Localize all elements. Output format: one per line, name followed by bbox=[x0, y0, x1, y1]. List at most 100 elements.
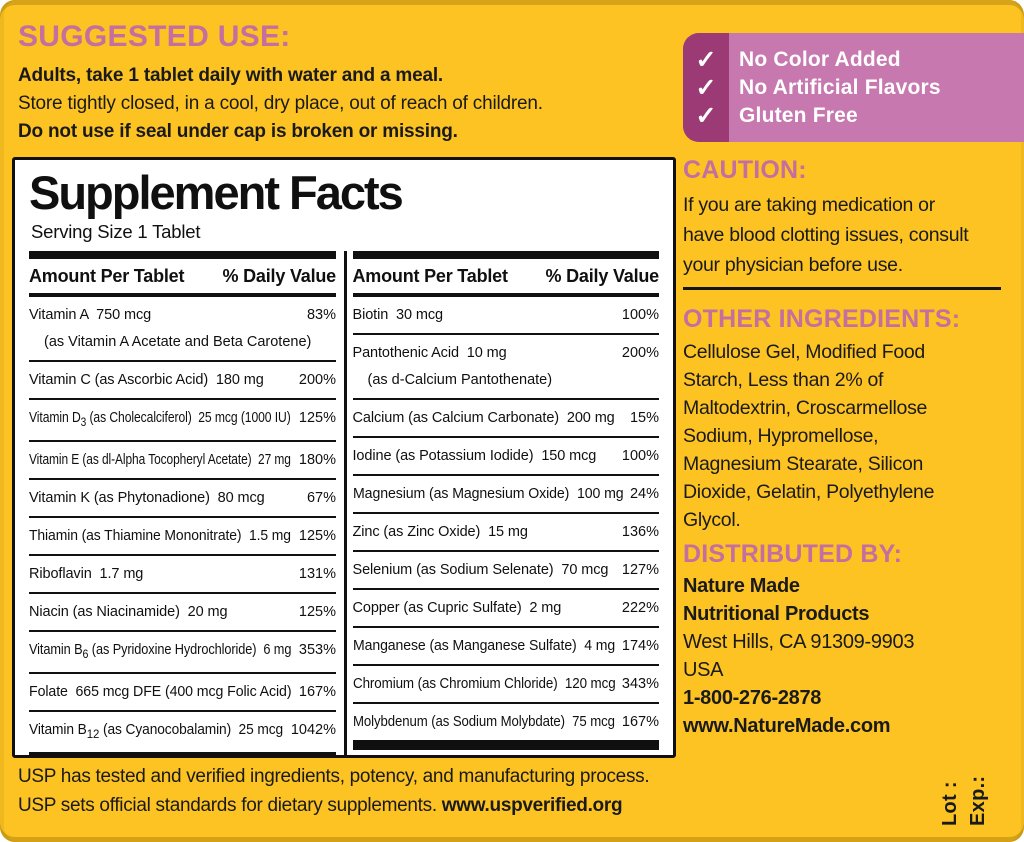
nutrient-row: Vitamin C (as Ascorbic Acid) 180 mg 200% bbox=[29, 362, 336, 400]
facts-column-left: Amount Per Tablet % Daily Value Vitamin … bbox=[29, 250, 337, 756]
nutrient-row: Zinc (as Zinc Oxide) 15 mg 136% bbox=[352, 514, 659, 552]
nutrient-name: Vitamin B6 (as Pyridoxine Hydrochloride)… bbox=[29, 641, 292, 661]
nutrient-name: Riboflavin 1.7 mg bbox=[29, 565, 144, 582]
suggested-use-line-1: Adults, take 1 tablet daily with water a… bbox=[18, 65, 444, 86]
suggested-use-heading: SUGGESTED USE: bbox=[18, 20, 291, 53]
supplement-facts-panel: Supplement Facts Serving Size 1 Tablet A… bbox=[12, 157, 676, 758]
nutrient-name: Zinc (as Zinc Oxide) 15 mg bbox=[352, 523, 528, 540]
daily-value-percent: 167% bbox=[621, 713, 659, 730]
daily-value-percent: 24% bbox=[629, 485, 659, 502]
nutrient-name: Copper (as Cupric Sulfate) 2 mg bbox=[352, 599, 562, 616]
other-ingredients-text: Cellulose Gel, Modified Food Starch, Les… bbox=[683, 341, 935, 531]
daily-value-percent: 131% bbox=[298, 565, 336, 582]
nutrient-name: Calcium (as Calcium Carbonate) 200 mg bbox=[352, 409, 615, 426]
daily-value-percent: 1042% bbox=[290, 721, 336, 738]
usp-line-2: USP sets official standards for dietary … bbox=[18, 791, 758, 820]
medium-rule bbox=[29, 292, 336, 297]
nutrient-row: Biotin 30 mcg 100% bbox=[352, 297, 659, 335]
suggested-use-line-3: Do not use if seal under cap is broken o… bbox=[18, 121, 458, 142]
daily-value-percent: 83% bbox=[306, 306, 336, 323]
badge-label: No Artificial Flavors bbox=[739, 76, 941, 99]
nutrient-name: Manganese (as Manganese Sulfate) 4 mg bbox=[352, 637, 615, 654]
nutrient-name: Folate 665 mcg DFE (400 mcg Folic Acid) bbox=[29, 683, 292, 700]
nutrient-row: Iodine (as Potassium Iodide) 150 mcg 100% bbox=[352, 438, 659, 476]
nutrient-name: Chromium (as Chromium Chloride) 120 mcg bbox=[352, 675, 616, 692]
daily-value-percent: 125% bbox=[298, 409, 336, 426]
nutrient-name: Vitamin K (as Phytonadione) 80 mcg bbox=[29, 489, 265, 506]
badge-label: Gluten Free bbox=[739, 104, 858, 127]
nutrient-row: Pantothenic Acid 10 mg 200% (as d-Calcium … bbox=[352, 335, 659, 400]
checkmark-icon: ✓ bbox=[695, 102, 717, 130]
distributed-by-heading: DISTRIBUTED BY: bbox=[683, 540, 903, 568]
header-daily-value: % Daily Value bbox=[545, 265, 660, 286]
nutrient-row: Vitamin B6 (as Pyridoxine Hydrochloride)… bbox=[29, 632, 336, 674]
distributed-by-line: Nature Made bbox=[683, 575, 800, 597]
badge-row: ✓ No Color Added bbox=[683, 46, 1016, 74]
daily-value-percent: 127% bbox=[621, 561, 659, 578]
distributed-by-line: 1-800-276-2878 bbox=[683, 687, 822, 709]
nutrient-name: Niacin (as Niacinamide) 20 mg bbox=[29, 603, 228, 620]
nutrient-source-note: (as Vitamin A Acetate and Beta Carotene) bbox=[44, 333, 312, 350]
caution-section: CAUTION: If you are taking medication or… bbox=[683, 156, 1021, 280]
nutrient-row: Manganese (as Manganese Sulfate) 4 mg 174… bbox=[352, 628, 659, 666]
distributed-by-line: www.NatureMade.com bbox=[683, 715, 891, 737]
claims-badge-box: ✓ No Color Added ✓ No Artificial Flavors… bbox=[683, 33, 1024, 142]
daily-value-percent: 100% bbox=[621, 447, 659, 464]
daily-value-percent: 200% bbox=[621, 344, 659, 361]
nutrient-name: Vitamin B12 (as Cyanocobalamin) 25 mcg bbox=[29, 721, 284, 741]
badge-row: ✓ No Artificial Flavors bbox=[683, 74, 1016, 102]
nutrient-row: Vitamin D3 (as Cholecalciferol) 25 mcg (… bbox=[29, 400, 336, 442]
suggested-use-section: SUGGESTED USE: Adults, take 1 tablet dai… bbox=[18, 20, 678, 146]
daily-value-percent: 136% bbox=[621, 523, 659, 540]
daily-value-percent: 67% bbox=[306, 489, 336, 506]
nutrient-name: Selenium (as Sodium Selenate) 70 mcg bbox=[352, 561, 609, 578]
nutrient-row: Selenium (as Sodium Selenate) 70 mcg 127% bbox=[352, 552, 659, 590]
usp-line-1: USP has tested and verified ingredients,… bbox=[18, 766, 650, 787]
checkmark-icon: ✓ bbox=[695, 46, 717, 74]
usp-verified-url: www.uspverified.org bbox=[441, 795, 623, 816]
column-divider bbox=[344, 250, 347, 756]
header-amount-per-tablet: Amount Per Tablet bbox=[29, 265, 185, 286]
serving-size: Serving Size 1 Tablet bbox=[31, 220, 201, 242]
section-divider-rule bbox=[683, 287, 1001, 290]
nutrient-name: Pantothenic Acid 10 mg bbox=[352, 344, 507, 361]
badge-check-strip bbox=[683, 33, 729, 142]
thick-rule bbox=[352, 250, 659, 259]
checkmark-icon: ✓ bbox=[695, 74, 717, 102]
usp-footer: USP has tested and verified ingredients,… bbox=[18, 762, 758, 820]
daily-value-percent: 180% bbox=[298, 451, 336, 468]
other-ingredients-section: OTHER INGREDIENTS: Cellulose Gel, Modifi… bbox=[683, 305, 1023, 534]
daily-value-percent: 353% bbox=[298, 641, 336, 658]
nutrient-row: Vitamin E (as dl-Alpha Tocopheryl Acetat… bbox=[29, 442, 336, 480]
nutrient-name: Vitamin C (as Ascorbic Acid) 180 mg bbox=[29, 371, 264, 388]
medium-rule bbox=[352, 292, 659, 297]
facts-column-right: Amount Per Tablet % Daily Value Biotin 3… bbox=[352, 250, 660, 756]
exp-label: Exp.: bbox=[967, 775, 989, 826]
nutrient-row: Folate 665 mcg DFE (400 mcg Folic Acid) 1… bbox=[29, 674, 336, 712]
nutrient-row: Chromium (as Chromium Chloride) 120 mcg 3… bbox=[352, 666, 659, 704]
lot-exp-block: Lot : Exp.: bbox=[936, 748, 994, 826]
nutrient-row: Vitamin B12 (as Cyanocobalamin) 25 mcg 10… bbox=[29, 712, 336, 756]
nutrient-row: Molybdenum (as Sodium Molybdate) 75 mcg 1… bbox=[353, 704, 660, 740]
distributed-by-line: Nutritional Products bbox=[683, 603, 870, 625]
column-header: Amount Per Tablet % Daily Value bbox=[353, 259, 660, 293]
distributed-by-lines: Nature Made Nutritional Products West Hill… bbox=[683, 572, 1023, 740]
daily-value-percent: 222% bbox=[621, 599, 659, 616]
thick-rule bbox=[29, 250, 336, 259]
supplement-facts-title: Supplement Facts bbox=[29, 166, 404, 219]
badge-rows: ✓ No Color Added ✓ No Artificial Flavors… bbox=[683, 46, 1016, 130]
nutrient-name: Molybdenum (as Sodium Molybdate) 75 mcg bbox=[352, 713, 615, 730]
nutrient-row: Magnesium (as Magnesium Oxide) 100 mg 24% bbox=[352, 476, 659, 514]
nutrient-row: Calcium (as Calcium Carbonate) 200 mg 15% bbox=[352, 400, 659, 438]
daily-value-percent: 15% bbox=[629, 409, 659, 426]
nutrient-row: Niacin (as Niacinamide) 20 mg 125% bbox=[29, 594, 336, 632]
distributed-by-line: West Hills, CA 91309-9903 bbox=[683, 631, 915, 653]
nutrient-name: Vitamin E (as dl-Alpha Tocopheryl Acetat… bbox=[29, 451, 291, 468]
daily-value-percent: 167% bbox=[298, 683, 336, 700]
daily-value-percent: 100% bbox=[621, 306, 659, 323]
daily-value-percent: 343% bbox=[621, 675, 659, 692]
nutrient-row: Copper (as Cupric Sulfate) 2 mg 222% bbox=[352, 590, 659, 628]
header-daily-value: % Daily Value bbox=[222, 265, 337, 286]
